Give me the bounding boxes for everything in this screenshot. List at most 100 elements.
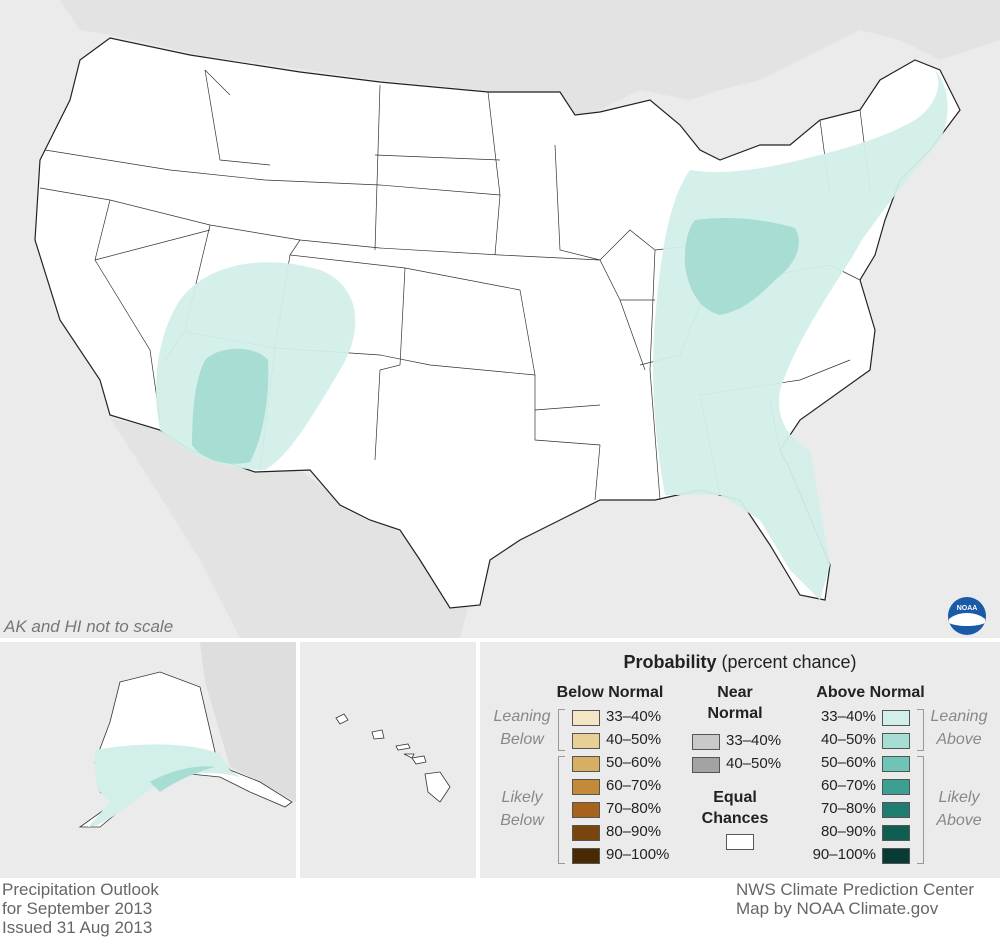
below-swatch-70-80 xyxy=(572,802,600,818)
above-swatch-33-40 xyxy=(882,710,910,726)
below-row-50-60: 50–60% xyxy=(572,752,661,774)
above-row-90-100: 90–100% xyxy=(802,844,912,866)
below-label-70-80: 70–80% xyxy=(606,800,662,817)
below-label-40-50: 40–50% xyxy=(606,731,662,748)
above-swatch-50-60 xyxy=(882,756,910,772)
southwest-likely-above xyxy=(192,348,269,464)
conus-map-svg: AK and HI not to scale xyxy=(3,0,1000,638)
below-swatch-33-40 xyxy=(572,710,600,726)
alaska-inset xyxy=(0,642,296,878)
likely-below-line1: Likely xyxy=(501,789,543,806)
equal-chances-swatch xyxy=(726,834,754,850)
credit-cpc: NWS Climate Prediction Center xyxy=(736,880,975,899)
above-row-50-60: 50–60% xyxy=(802,752,912,774)
above-label-60-70: 60–70% xyxy=(820,777,876,794)
below-label-90-100: 90–100% xyxy=(606,846,670,863)
near-label-40-50: 40–50% xyxy=(726,755,782,772)
leaning-above-line2: Above xyxy=(936,731,982,748)
below-swatch-40-50 xyxy=(572,733,600,749)
equal-chances-line1: Equal xyxy=(713,789,757,806)
outlook-title: Precipitation Outlook xyxy=(2,880,159,899)
above-label-90-100: 90–100% xyxy=(812,846,876,863)
above-label-80-90: 80–90% xyxy=(820,823,876,840)
below-label-33-40: 33–40% xyxy=(606,708,662,725)
leaning-above-line1: Leaning xyxy=(930,708,988,725)
leaning-above-bracket xyxy=(917,709,924,751)
equal-chances-line2: Chances xyxy=(701,810,769,827)
above-label-50-60: 50–60% xyxy=(820,754,876,771)
below-row-80-90: 80–90% xyxy=(572,821,661,843)
near-label-33-40: 33–40% xyxy=(726,732,782,749)
likely-above-bracket xyxy=(917,756,924,864)
above-row-80-90: 80–90% xyxy=(802,821,912,843)
above-row-33-40: 33–40% xyxy=(802,706,912,728)
noaa-logo: NOAA xyxy=(948,597,986,635)
equal-chances-heading: Equal Chances xyxy=(690,787,780,829)
below-row-60-70: 60–70% xyxy=(572,775,661,797)
below-row-40-50: 40–50% xyxy=(572,729,661,751)
near-normal-heading: Near Normal xyxy=(690,682,780,724)
mexico-land xyxy=(110,418,470,638)
below-row-90-100: 90–100% xyxy=(572,844,669,866)
likely-above-line1: Likely xyxy=(938,789,980,806)
leaning-below-line1: Leaning xyxy=(493,708,551,725)
near-row-33-40: 33–40% xyxy=(692,730,781,752)
alaska-svg xyxy=(78,642,296,828)
above-label-33-40: 33–40% xyxy=(820,708,876,725)
noaa-logo-text: NOAA xyxy=(957,605,978,612)
ohio-likely-above xyxy=(684,217,799,315)
likely-below-label: Likely Below xyxy=(486,786,558,832)
footer-left: Precipitation Outlook for September 2013… xyxy=(2,880,159,937)
east-leaning-above xyxy=(653,70,948,600)
leaning-below-label: Leaning Below xyxy=(486,705,558,751)
legend-title: Probability (percent chance) xyxy=(480,652,1000,673)
alaska-likely-above xyxy=(150,766,215,792)
likely-below-line2: Below xyxy=(500,812,544,829)
below-row-33-40: 33–40% xyxy=(572,706,661,728)
map-note: AK and HI not to scale xyxy=(3,617,173,636)
issue-date: Issued 31 Aug 2013 xyxy=(2,918,153,937)
conus-map: AK and HI not to scale NOAA xyxy=(0,0,1000,638)
credit-map: Map by NOAA Climate.gov xyxy=(736,899,939,918)
above-row-40-50: 40–50% xyxy=(802,729,912,751)
below-swatch-60-70 xyxy=(572,779,600,795)
likely-below-bracket xyxy=(558,756,565,864)
near-normal-heading-line1: Near xyxy=(717,684,753,701)
above-swatch-90-100 xyxy=(882,848,910,864)
near-swatch-40-50 xyxy=(692,757,720,773)
near-normal-heading-line2: Normal xyxy=(707,705,763,722)
leaning-below-bracket xyxy=(558,709,565,751)
likely-above-line2: Above xyxy=(936,812,982,829)
above-swatch-60-70 xyxy=(882,779,910,795)
above-row-60-70: 60–70% xyxy=(802,775,912,797)
below-label-60-70: 60–70% xyxy=(606,777,662,794)
near-row-40-50: 40–50% xyxy=(692,753,781,775)
near-swatch-33-40 xyxy=(692,734,720,750)
legend-title-rest: (percent chance) xyxy=(716,652,857,672)
hawaii-islands xyxy=(335,713,451,803)
hawaii-inset xyxy=(300,642,476,878)
above-row-70-80: 70–80% xyxy=(802,798,912,820)
above-label-70-80: 70–80% xyxy=(820,800,876,817)
below-swatch-50-60 xyxy=(572,756,600,772)
outlook-shading xyxy=(156,70,948,600)
leaning-above-label: Leaning Above xyxy=(924,705,994,751)
probability-legend: Probability (percent chance) Below Norma… xyxy=(480,642,1000,878)
likely-above-label: Likely Above xyxy=(924,786,994,832)
above-swatch-70-80 xyxy=(882,802,910,818)
below-label-50-60: 50–60% xyxy=(606,754,662,771)
below-row-70-80: 70–80% xyxy=(572,798,661,820)
above-swatch-80-90 xyxy=(882,825,910,841)
alaska-leaning-above xyxy=(88,744,240,827)
below-swatch-80-90 xyxy=(572,825,600,841)
below-normal-heading: Below Normal xyxy=(556,684,664,701)
leaning-below-line2: Below xyxy=(500,731,544,748)
below-label-80-90: 80–90% xyxy=(606,823,662,840)
canada-yukon xyxy=(200,642,296,802)
above-label-40-50: 40–50% xyxy=(820,731,876,748)
outlook-period: for September 2013 xyxy=(2,899,153,918)
canada-land xyxy=(60,0,1000,140)
footer-right: NWS Climate Prediction Center Map by NOA… xyxy=(736,880,974,918)
above-swatch-40-50 xyxy=(882,733,910,749)
above-normal-heading: Above Normal xyxy=(816,684,925,701)
